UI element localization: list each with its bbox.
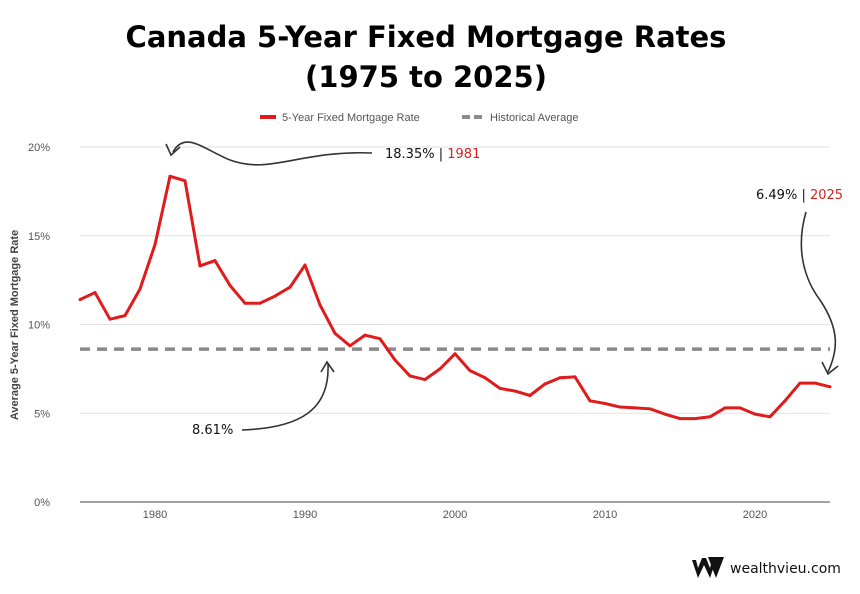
rate-point-2002 [483, 376, 487, 380]
gridlines [80, 146, 830, 503]
rate-point-1997 [408, 374, 412, 378]
rate-point-2000 [453, 352, 457, 356]
rate-point-1980 [153, 243, 157, 247]
peak-annotation-text: 18.35% | 1981 [385, 147, 480, 162]
average-arrowhead-icon [320, 360, 335, 373]
brand-name: wealthvieu.com [730, 561, 841, 577]
annotation-peak: 18.35% | 1981 [165, 141, 480, 166]
rate-point-2004 [513, 389, 517, 393]
rate-point-2009 [588, 399, 592, 403]
rate-point-2001 [468, 369, 472, 373]
peak-arrow-icon [172, 141, 373, 166]
rate-point-1983 [198, 264, 202, 268]
latest-annotation-text: 6.49% | 2025 [756, 188, 843, 203]
rate-point-2007 [558, 376, 562, 380]
y-tick-labels: 0% 5% 10% 15% 20% [28, 142, 50, 509]
y-tick-label: 10% [28, 320, 50, 332]
y-tick-label: 20% [28, 142, 50, 154]
y-tick-label: 15% [28, 231, 50, 243]
rate-point-2013 [648, 407, 652, 411]
peak-arrowhead-icon [165, 143, 181, 157]
x-tick-label: 2010 [593, 509, 617, 521]
rate-point-2011 [618, 405, 622, 409]
rate-point-1984 [213, 259, 217, 263]
latest-arrowhead-icon [821, 361, 839, 376]
rate-point-1979 [138, 287, 142, 291]
latest-arrow-icon [800, 211, 837, 373]
rate-point-1995 [378, 337, 382, 341]
rate-point-2012 [633, 406, 637, 410]
rate-point-1989 [288, 285, 292, 289]
rate-point-1993 [348, 344, 352, 348]
wealthvieu-logo-mark-icon [708, 557, 724, 578]
rate-point-2017 [708, 415, 712, 419]
rate-point-1987 [258, 301, 262, 305]
rate-point-1985 [228, 283, 232, 287]
y-axis-label: Average 5-Year Fixed Mortgage Rate [9, 230, 21, 420]
rate-point-2021 [768, 415, 772, 419]
annotation-average: 8.61% [192, 360, 335, 438]
x-tick-label: 2000 [443, 509, 467, 521]
rate-point-1996 [393, 358, 397, 362]
rate-point-1999 [438, 367, 442, 371]
rate-point-2023 [798, 381, 802, 385]
rate-point-2018 [723, 406, 727, 410]
x-tick-label: 2020 [743, 509, 767, 521]
chart-title-line1: Canada 5-Year Fixed Mortgage Rates [126, 20, 727, 54]
rate-series-line [79, 174, 831, 421]
rate-point-2022 [783, 399, 787, 403]
rate-point-2005 [528, 394, 532, 397]
rate-point-2003 [498, 386, 502, 390]
y-tick-label: 0% [34, 497, 50, 509]
legend: 5-Year Fixed Mortgage Rate Historical Av… [260, 112, 578, 124]
annotation-latest: 6.49% | 2025 [756, 188, 843, 376]
rate-point-1981 [168, 174, 172, 178]
brand-logo: wealthvieu.com [692, 557, 841, 578]
rate-point-1992 [333, 331, 337, 335]
rate-point-1988 [273, 294, 277, 298]
x-tick-labels: 1980 1990 2000 2010 2020 [143, 509, 767, 521]
rate-point-1990 [303, 263, 307, 267]
rate-point-1998 [423, 378, 427, 382]
average-annotation-text: 8.61% [192, 423, 233, 438]
chart-title-line2: (1975 to 2025) [305, 60, 547, 94]
rate-point-2024 [813, 381, 817, 385]
rate-point-2019 [738, 406, 742, 410]
rate-point-2014 [663, 412, 667, 416]
rate-point-1975 [78, 298, 82, 302]
rate-point-2020 [753, 412, 757, 416]
rate-point-2025 [828, 385, 832, 389]
rate-point-1976 [93, 291, 97, 295]
rate-point-2006 [543, 382, 547, 386]
rate-point-1994 [363, 333, 367, 337]
y-tick-label: 5% [34, 408, 50, 420]
rate-points [78, 174, 832, 421]
wealthvieu-logo-icon [692, 558, 716, 578]
average-arrow-icon [241, 363, 329, 431]
rate-point-2015 [678, 417, 682, 421]
x-tick-label: 1990 [293, 509, 317, 521]
legend-label-rate: 5-Year Fixed Mortgage Rate [282, 112, 420, 124]
legend-label-average: Historical Average [490, 112, 578, 124]
rate-point-1986 [243, 301, 247, 305]
rate-point-2010 [603, 401, 607, 405]
rate-point-1978 [123, 314, 127, 318]
x-tick-label: 1980 [143, 509, 167, 521]
rate-point-1977 [108, 317, 112, 321]
rate-point-2008 [573, 375, 577, 379]
rate-point-1982 [183, 179, 187, 183]
rate-point-1991 [318, 303, 322, 307]
rate-point-2016 [693, 417, 697, 421]
